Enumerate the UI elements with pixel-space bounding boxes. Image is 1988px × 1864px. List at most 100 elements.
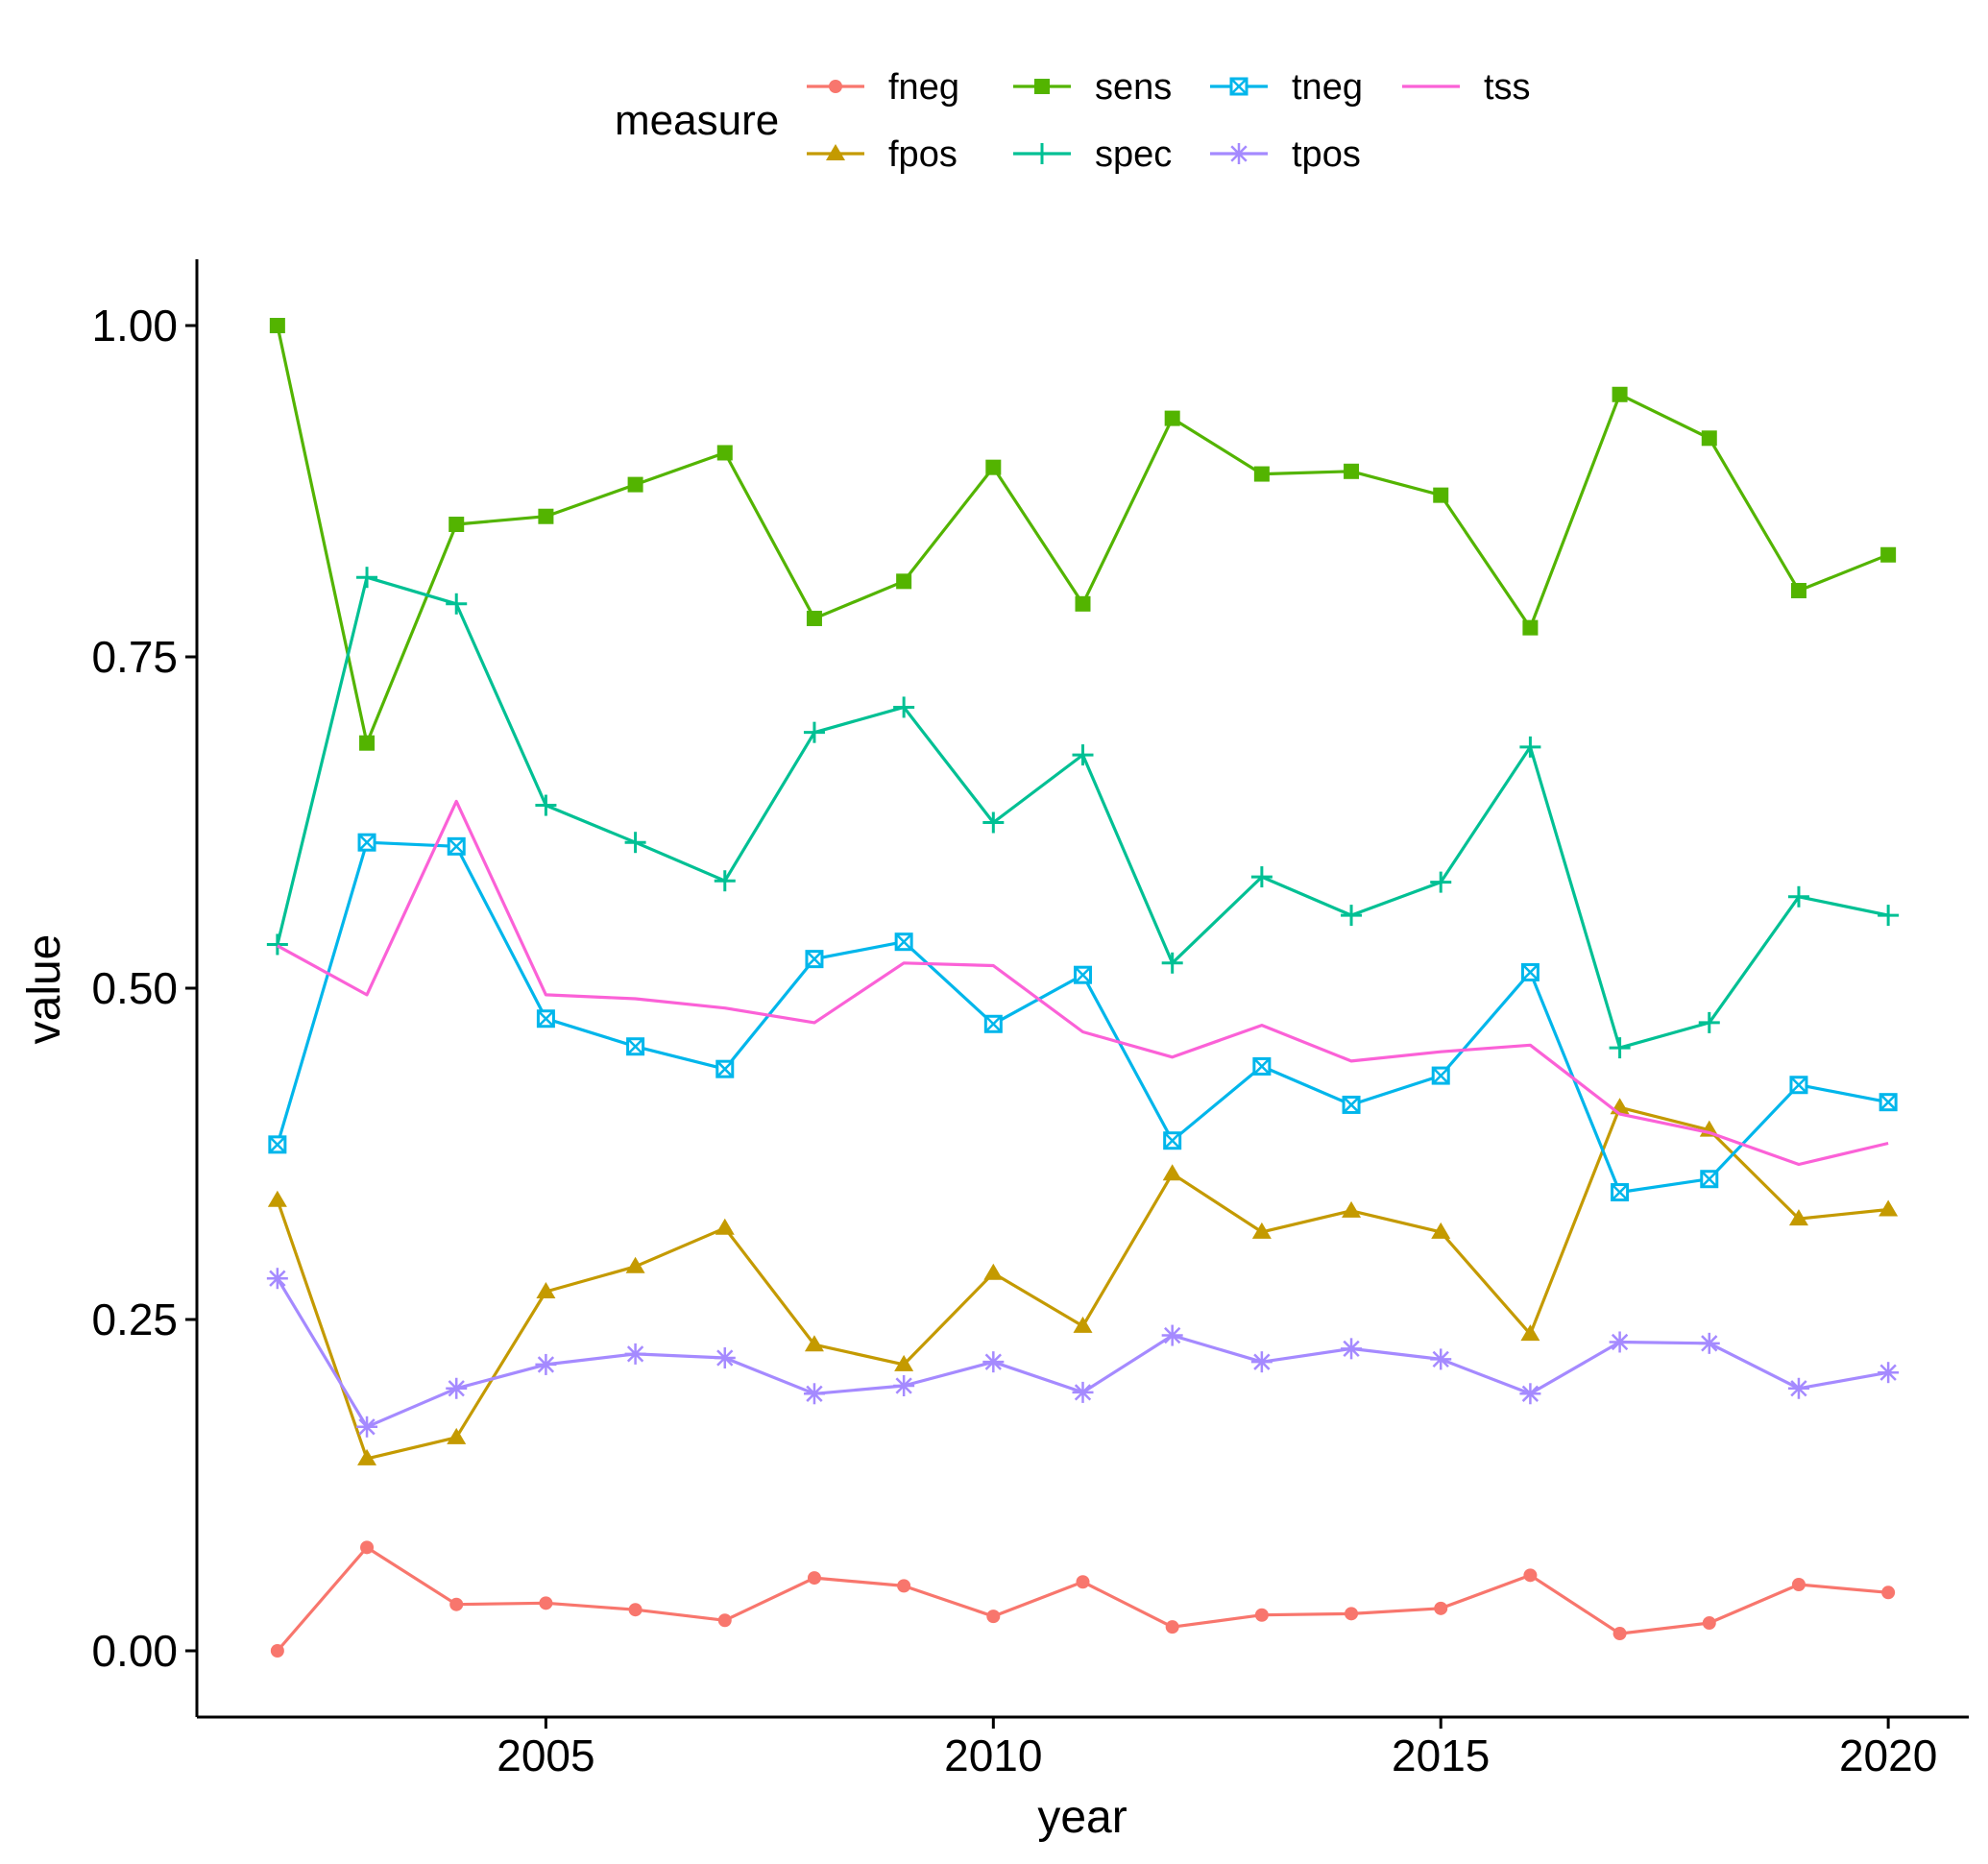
legend-key-sens xyxy=(1013,79,1071,94)
data-point-tneg xyxy=(1074,965,1092,984)
data-point-spec xyxy=(1878,905,1900,927)
data-point-tneg xyxy=(357,833,376,852)
x-axis-title: year xyxy=(1037,1792,1127,1843)
data-point-tpos xyxy=(1430,1348,1452,1370)
data-point-tneg xyxy=(1252,1056,1272,1076)
y-axis-ticks: 0.00 0.25 0.50 0.75 1.00 xyxy=(91,301,197,1676)
data-point-tneg xyxy=(894,932,913,952)
data-point-fpos xyxy=(804,1335,824,1352)
data-point-sens xyxy=(985,459,1002,475)
data-point-sens xyxy=(1075,595,1091,612)
series-line-tss xyxy=(277,799,1889,1167)
x-tick: 2015 xyxy=(1392,1717,1490,1780)
data-point-spec xyxy=(714,870,736,892)
data-point-fneg xyxy=(1254,1608,1269,1622)
data-point-fpos xyxy=(1162,1164,1182,1181)
data-point-tneg xyxy=(1163,1131,1182,1150)
legend-item-fpos: fpos xyxy=(807,134,958,175)
legend-title: measure xyxy=(615,97,779,144)
data-point-tpos xyxy=(1250,1351,1273,1373)
data-point-fpos xyxy=(357,1448,377,1465)
legend-item-fneg: fneg xyxy=(807,67,959,108)
data-point-tpos xyxy=(624,1343,646,1365)
series-line-fpos xyxy=(276,1105,1889,1461)
data-point-fneg xyxy=(986,1610,1001,1624)
data-point-spec xyxy=(1519,736,1541,758)
data-point-tpos xyxy=(1878,1362,1900,1384)
data-point-tneg xyxy=(626,1037,645,1056)
legend-item-tpos: tpos xyxy=(1210,134,1361,175)
data-point-fpos xyxy=(536,1282,556,1299)
data-point-tpos xyxy=(893,1375,915,1396)
data-point-fpos xyxy=(267,1190,287,1207)
data-point-fpos xyxy=(715,1218,735,1235)
data-point-sens xyxy=(627,476,643,493)
data-point-tpos xyxy=(266,1268,288,1290)
data-point-fneg xyxy=(1791,1578,1806,1591)
data-point-spec xyxy=(1698,1011,1720,1033)
data-point-tneg xyxy=(1789,1076,1808,1095)
y-tick-label: 0.25 xyxy=(91,1295,178,1344)
x-tick-label: 2020 xyxy=(1839,1731,1937,1780)
y-tick-label: 0.75 xyxy=(91,632,178,682)
series-line-tpos xyxy=(276,1277,1889,1429)
data-point-sens xyxy=(1164,410,1180,426)
y-tick-label: 0.50 xyxy=(91,963,178,1013)
legend-key-fneg xyxy=(807,80,864,93)
data-point-tpos xyxy=(1787,1377,1809,1399)
data-point-sens xyxy=(1701,430,1717,447)
legend-label-fpos: fpos xyxy=(888,134,958,175)
data-point-tpos xyxy=(535,1353,557,1375)
data-point-tneg xyxy=(805,950,824,969)
data-point-fpos xyxy=(1342,1200,1362,1218)
series-tss xyxy=(277,799,1889,1167)
data-point-tpos xyxy=(1698,1332,1720,1354)
series-line-fneg xyxy=(276,1545,1889,1653)
data-point-spec xyxy=(1341,905,1363,927)
data-point-fneg xyxy=(897,1579,911,1593)
data-point-spec xyxy=(893,696,915,718)
data-point-sens xyxy=(1790,583,1806,598)
data-point-fpos xyxy=(1431,1222,1451,1239)
data-point-tneg xyxy=(447,836,466,856)
data-point-spec xyxy=(356,567,378,589)
data-point-spec xyxy=(446,593,468,615)
data-point-fneg xyxy=(539,1596,553,1610)
data-point-tneg xyxy=(1700,1170,1719,1189)
data-point-spec xyxy=(266,933,288,956)
legend: measure fneg fpos sens spec tneg tpos tss xyxy=(615,67,1531,175)
legend-key-spec xyxy=(1013,143,1071,164)
legend-key-tneg xyxy=(1210,77,1268,96)
data-point-sens xyxy=(806,610,822,626)
data-point-tneg xyxy=(1431,1066,1450,1085)
data-point-tpos xyxy=(1161,1324,1183,1346)
legend-label-tpos: tpos xyxy=(1292,134,1361,175)
data-point-fneg xyxy=(1702,1616,1716,1631)
data-point-fpos xyxy=(447,1427,467,1444)
data-point-spec xyxy=(1430,871,1452,893)
data-point-spec xyxy=(1250,866,1273,888)
series-tpos xyxy=(266,1268,1900,1438)
data-point-sens xyxy=(359,735,376,751)
legend-label-tss: tss xyxy=(1484,67,1531,108)
data-point-sens xyxy=(269,318,285,333)
data-point-spec xyxy=(1787,885,1809,908)
data-point-tneg xyxy=(1520,962,1539,981)
data-point-fneg xyxy=(807,1571,821,1586)
data-point-spec xyxy=(1609,1037,1631,1059)
data-point-tneg xyxy=(983,1014,1003,1033)
legend-key-fpos xyxy=(807,144,864,160)
series-tneg xyxy=(268,833,1898,1202)
data-point-tpos xyxy=(356,1416,378,1438)
data-point-fneg xyxy=(360,1540,375,1555)
legend-item-spec: spec xyxy=(1013,134,1172,175)
data-point-tpos xyxy=(982,1351,1005,1373)
series-sens xyxy=(269,318,1897,751)
data-point-spec xyxy=(624,832,646,854)
x-tick-label: 2010 xyxy=(944,1731,1042,1780)
data-point-fpos xyxy=(894,1354,914,1371)
data-point-fneg xyxy=(1076,1575,1090,1589)
data-point-spec xyxy=(803,721,825,743)
data-point-sens xyxy=(1612,386,1628,402)
